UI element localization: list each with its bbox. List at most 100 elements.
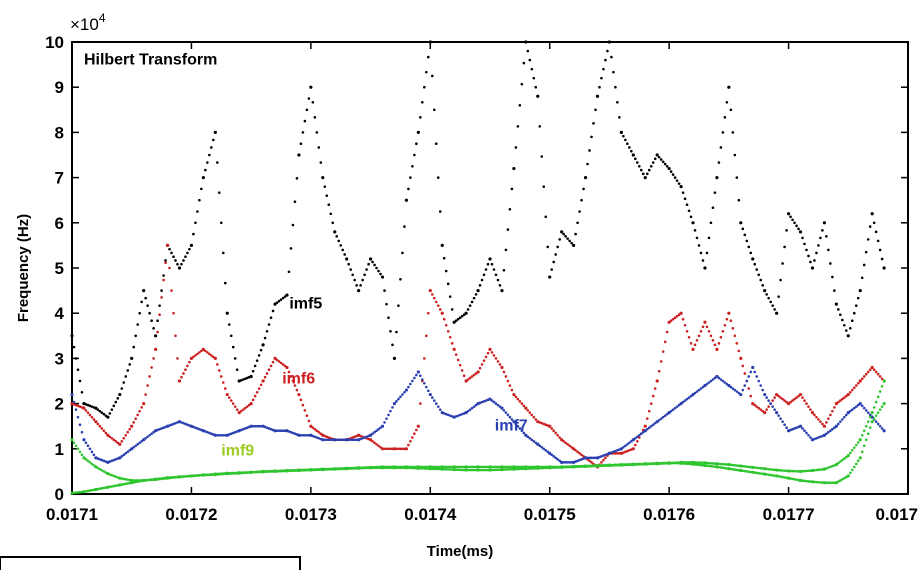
data-dot bbox=[745, 465, 749, 468]
data-dot bbox=[765, 473, 768, 476]
data-dot bbox=[454, 353, 458, 356]
data-dot bbox=[514, 467, 518, 471]
data-dot bbox=[699, 329, 703, 333]
data-dot bbox=[114, 400, 118, 404]
data-dot bbox=[74, 357, 78, 360]
data-point bbox=[524, 406, 528, 410]
data-point bbox=[655, 420, 659, 424]
data-dot bbox=[478, 284, 482, 287]
data-dot bbox=[767, 473, 770, 477]
data-point bbox=[452, 347, 456, 351]
data-point bbox=[345, 257, 349, 261]
data-dot bbox=[516, 465, 520, 469]
data-dot bbox=[456, 414, 460, 417]
data-dot bbox=[518, 103, 522, 107]
data-dot bbox=[773, 308, 776, 311]
data-dot bbox=[568, 239, 571, 243]
data-dot bbox=[263, 375, 267, 379]
data-dot bbox=[128, 427, 132, 431]
data-point bbox=[452, 320, 456, 324]
data-point bbox=[607, 40, 612, 44]
data-dot bbox=[168, 476, 171, 479]
data-dot bbox=[773, 408, 776, 411]
data-dot bbox=[221, 433, 225, 437]
data-dot bbox=[827, 248, 830, 252]
data-dot bbox=[425, 467, 428, 470]
data-dot bbox=[160, 427, 163, 430]
data-point bbox=[380, 447, 385, 451]
data-dot bbox=[723, 466, 727, 470]
data-dot bbox=[233, 405, 237, 408]
data-point bbox=[643, 429, 647, 433]
data-dot bbox=[365, 466, 368, 470]
data-point bbox=[858, 402, 862, 406]
data-dot bbox=[843, 476, 846, 480]
data-point bbox=[464, 468, 468, 472]
data-dot bbox=[530, 67, 534, 71]
data-dot bbox=[709, 464, 713, 468]
data-dot bbox=[807, 469, 810, 473]
data-dot bbox=[86, 403, 90, 407]
data-dot bbox=[723, 381, 727, 384]
data-dot bbox=[634, 463, 637, 466]
data-dot bbox=[446, 329, 450, 333]
data-dot bbox=[255, 470, 259, 474]
data-dot bbox=[219, 472, 223, 475]
data-dot bbox=[839, 399, 842, 402]
data-dot bbox=[522, 404, 526, 408]
data-dot bbox=[850, 319, 854, 323]
data-dot bbox=[281, 363, 285, 366]
data-series bbox=[70, 379, 886, 495]
data-point bbox=[333, 467, 337, 471]
data-point bbox=[297, 468, 301, 473]
data-dot bbox=[731, 131, 735, 134]
data-dot bbox=[717, 376, 721, 380]
data-dot bbox=[705, 461, 709, 465]
data-dot bbox=[132, 481, 136, 484]
data-dot bbox=[556, 245, 559, 249]
data-dot bbox=[136, 413, 139, 417]
data-dot bbox=[757, 379, 761, 383]
data-dot bbox=[126, 450, 130, 454]
data-dot bbox=[102, 486, 106, 490]
data-dot bbox=[528, 467, 532, 470]
data-dot bbox=[74, 491, 78, 494]
data-dot bbox=[839, 460, 842, 463]
data-dot bbox=[841, 478, 844, 481]
annotation-label: Hilbert Transform bbox=[84, 52, 217, 69]
data-dot bbox=[341, 438, 345, 442]
data-dot bbox=[216, 161, 219, 164]
data-point bbox=[452, 465, 456, 469]
data-point bbox=[70, 438, 74, 442]
data-point bbox=[595, 464, 600, 468]
data-dot bbox=[566, 237, 569, 240]
data-point bbox=[667, 461, 671, 465]
y-tick-label: 7 bbox=[55, 169, 64, 188]
data-dot bbox=[604, 456, 607, 460]
data-dot bbox=[647, 168, 651, 172]
x-tick-label: 0.017 bbox=[875, 505, 918, 524]
data-point bbox=[321, 467, 325, 472]
data-dot bbox=[239, 378, 243, 382]
data-dot bbox=[198, 198, 201, 202]
data-dot bbox=[128, 363, 132, 366]
data-dot bbox=[743, 372, 747, 375]
data-point bbox=[703, 461, 707, 465]
data-dot bbox=[397, 304, 400, 307]
data-dot bbox=[779, 278, 782, 282]
data-dot bbox=[721, 131, 725, 134]
data-dot bbox=[695, 463, 699, 466]
data-dot bbox=[528, 411, 532, 414]
data-dot bbox=[532, 467, 536, 470]
data-dot bbox=[864, 372, 868, 376]
data-dot bbox=[809, 408, 812, 411]
data-dot bbox=[876, 411, 880, 414]
data-dot bbox=[717, 465, 721, 469]
data-dot bbox=[815, 415, 818, 419]
data-dot bbox=[144, 296, 147, 300]
data-dot bbox=[494, 357, 498, 360]
data-dot bbox=[458, 363, 462, 367]
data-dot bbox=[138, 479, 141, 483]
data-dot bbox=[657, 369, 661, 373]
data-dot bbox=[677, 182, 681, 185]
